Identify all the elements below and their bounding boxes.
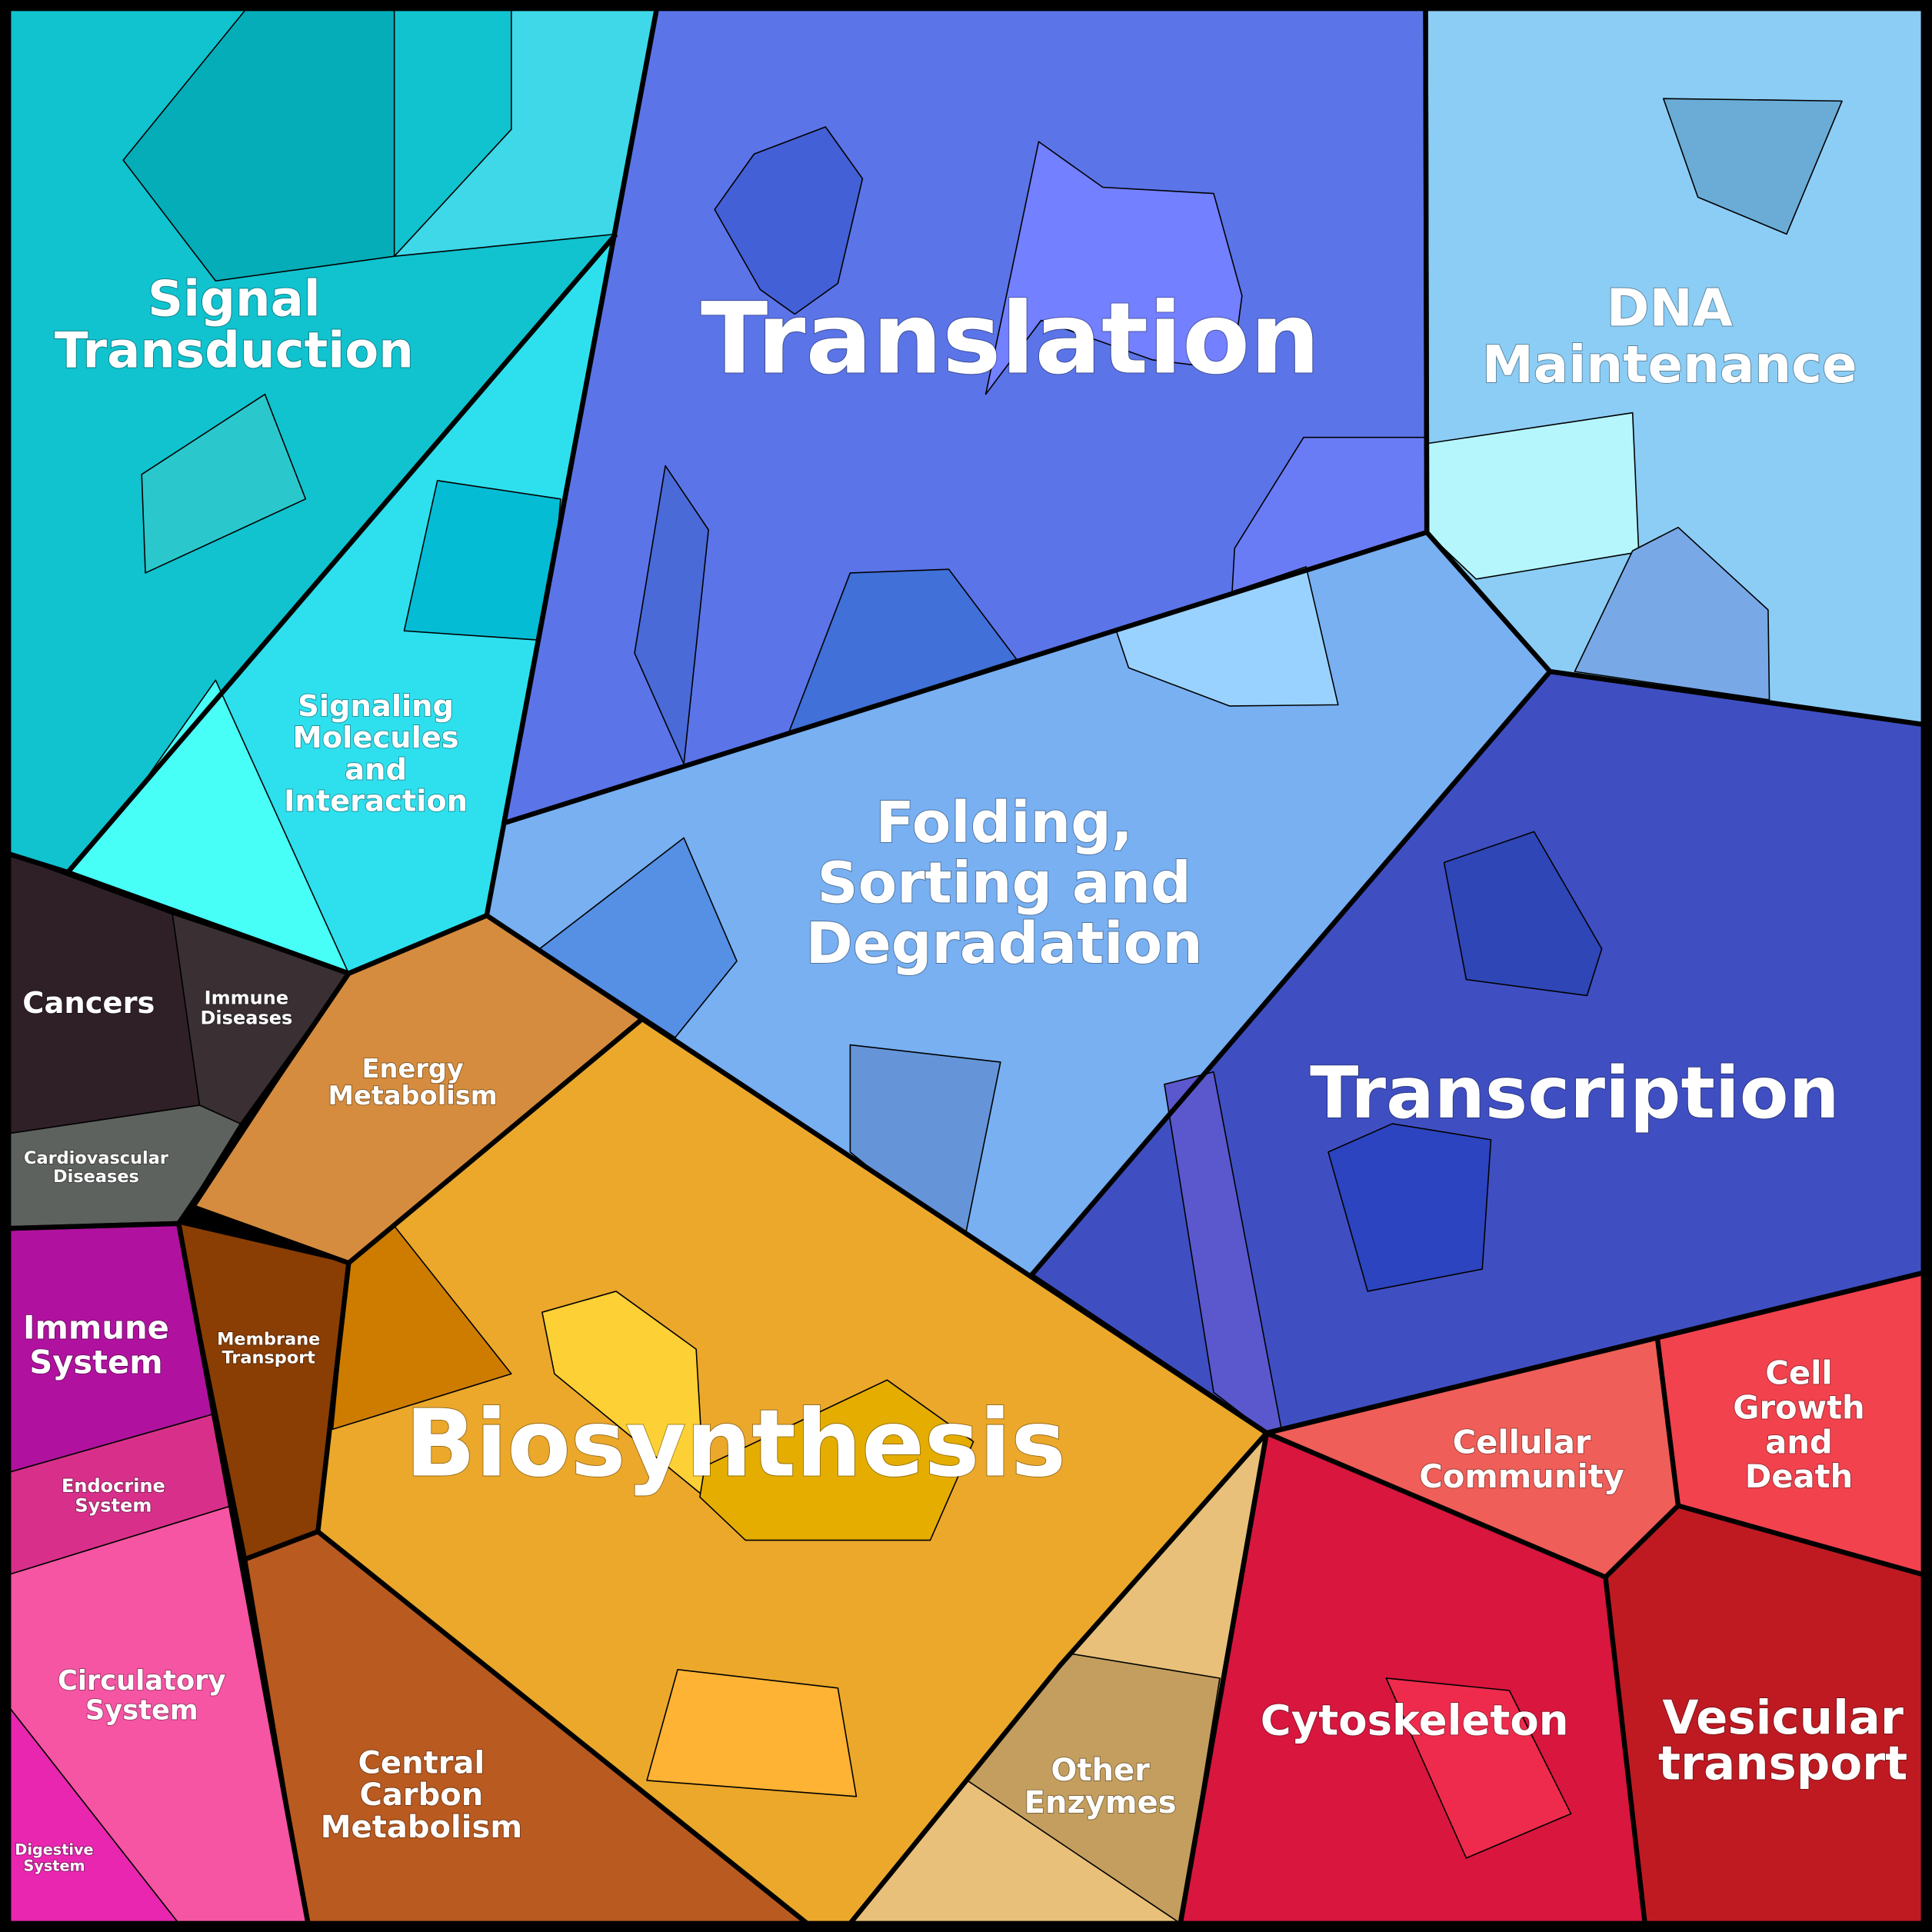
biosynthesis-label: Biosynthesis <box>405 1391 1066 1498</box>
vesicular-transport-label: Vesicular transport <box>1658 1690 1907 1790</box>
label-line: Immune <box>205 988 288 1009</box>
label-line: and <box>1765 1423 1833 1461</box>
label-line: Signaling <box>298 688 454 723</box>
border <box>6 1221 311 1926</box>
label-line: System <box>23 1857 85 1874</box>
cell <box>984 141 1243 395</box>
cell <box>646 1668 858 1797</box>
cell-growth-label: Cell Growth and Death <box>1733 1354 1864 1495</box>
digestive-system-label: Digestive System <box>15 1840 93 1874</box>
other-enzymes-label: Other Enzymes <box>1024 1753 1177 1820</box>
label-line: transport <box>1658 1736 1907 1790</box>
central-carbon-label: Central Carbon Metabolism <box>321 1746 522 1845</box>
energy-metabolism-label: Energy Metabolism <box>328 1053 498 1110</box>
cell <box>1327 1123 1492 1292</box>
label-line: Immune <box>23 1308 169 1346</box>
label-line: Sorting and <box>818 851 1191 916</box>
border <box>1677 1503 1924 1577</box>
cell <box>122 8 395 282</box>
label-line: System <box>85 1694 198 1726</box>
label-line: Cell <box>1765 1354 1832 1391</box>
label-line: Community <box>1419 1457 1624 1495</box>
label-line: Membrane <box>217 1329 320 1349</box>
border <box>6 851 351 1231</box>
cell <box>1574 526 1770 701</box>
label-line: System <box>75 1495 152 1517</box>
label-line: Diseases <box>200 1007 292 1028</box>
label-line: Folding, <box>875 791 1132 856</box>
transcription-label: Transcription <box>1310 1051 1840 1134</box>
cell <box>1443 831 1603 997</box>
label-line: Endocrine <box>62 1475 165 1497</box>
label-line: Interaction <box>284 784 468 818</box>
immune-system-label: Immune System <box>23 1308 169 1381</box>
translation-label: Translation <box>701 281 1320 396</box>
label-line: Cellular <box>1453 1423 1591 1461</box>
cancers-label: Cancers <box>22 986 155 1021</box>
label-line: Carbon <box>359 1777 483 1813</box>
label-line: System <box>29 1343 162 1381</box>
label-line: Metabolism <box>321 1810 522 1845</box>
immune-diseases-label: Immune Diseases <box>200 988 292 1029</box>
border <box>1603 1336 1681 1924</box>
label-line: Vesicular <box>1662 1690 1903 1745</box>
label-line: Cardiovascular <box>24 1148 168 1168</box>
label-line: Degradation <box>806 911 1203 977</box>
label-line: DNA <box>1607 278 1733 338</box>
cell <box>541 1291 706 1498</box>
signaling-molecules-label: Signaling Molecules and Interaction <box>284 688 468 818</box>
border <box>848 1431 1269 1925</box>
circulatory-system-label: Circulatory System <box>58 1665 226 1726</box>
signal-transduction-label: Signal Transduction <box>55 271 414 379</box>
border <box>194 1204 809 1926</box>
label-line: Signal <box>148 271 321 328</box>
cell <box>1662 98 1843 235</box>
label-line: Biosynthesis <box>405 1391 1066 1498</box>
membrane-transport-label: Membrane Transport <box>217 1329 320 1367</box>
label-line: Metabolism <box>328 1081 498 1111</box>
border <box>1265 1431 1607 1580</box>
cell <box>714 126 864 315</box>
label-line: and <box>345 752 407 787</box>
cell <box>1385 1677 1572 1859</box>
label-line: Energy <box>362 1053 464 1083</box>
border <box>65 232 618 874</box>
label-line: Central <box>358 1746 485 1781</box>
label-line: Molecules <box>293 721 459 755</box>
border <box>347 1018 643 1265</box>
label-line: Maintenance <box>1482 335 1857 395</box>
endocrine-system-label: Endocrine System <box>62 1475 165 1517</box>
cytoskeleton-label: Cytoskeleton <box>1261 1695 1569 1744</box>
cell <box>699 1379 974 1541</box>
label-line: Cancers <box>22 986 155 1021</box>
label-line: Enzymes <box>1024 1785 1177 1820</box>
label-line: Transport <box>222 1347 316 1367</box>
label-line: Transduction <box>55 323 414 380</box>
folding-sorting-label: Folding, Sorting and Degradation <box>806 791 1203 977</box>
label-line: Other <box>1051 1753 1150 1788</box>
label-line: Cytoskeleton <box>1261 1695 1569 1744</box>
label-line: Circulatory <box>58 1665 226 1697</box>
dna-maintenance-label: DNA Maintenance <box>1482 278 1857 395</box>
label-line: Growth <box>1733 1388 1864 1426</box>
cell <box>141 393 307 574</box>
border <box>245 1529 319 1561</box>
border <box>1178 1270 1926 1926</box>
label-line: Diseases <box>53 1167 139 1187</box>
label-line: Death <box>1745 1457 1853 1495</box>
cell <box>1115 566 1339 707</box>
cardiovascular-diseases-label: Cardiovascular Diseases <box>24 1148 168 1187</box>
cellular-community-label: Cellular Community <box>1419 1423 1624 1495</box>
label-line: Transcription <box>1310 1051 1840 1134</box>
label-line: Translation <box>701 281 1320 396</box>
label-line: Digestive <box>15 1840 93 1858</box>
